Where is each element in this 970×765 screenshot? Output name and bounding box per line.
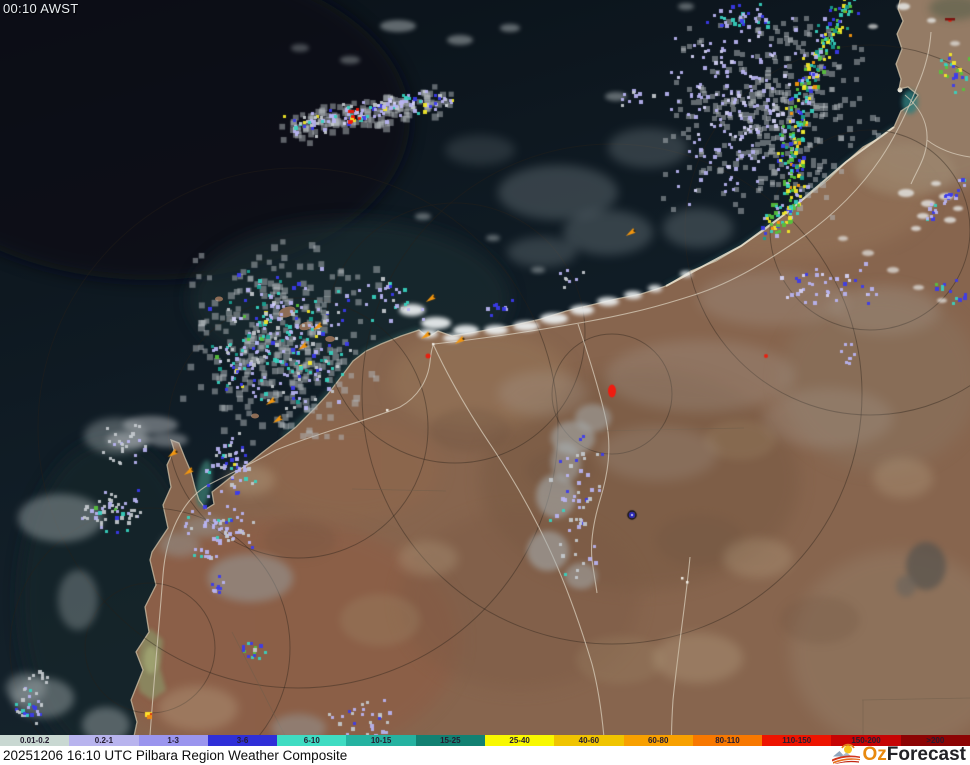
ozforecast-icon — [831, 743, 860, 764]
legend-segment: 1-3 — [138, 735, 208, 746]
map-caption: 20251206 16:10 UTC Pilbara Region Weathe… — [3, 748, 348, 763]
legend-segment: 6-10 — [277, 735, 347, 746]
legend-segment: 25-40 — [484, 735, 555, 746]
legend-segment: 60-80 — [623, 735, 693, 746]
satellite-map: 00:10 AWST — [0, 0, 970, 735]
brand-oz: Oz — [862, 744, 887, 765]
legend-segment: 15-25 — [415, 735, 485, 746]
legend-segment: 110-150 — [762, 735, 832, 746]
legend-segment: 0.2-1 — [69, 735, 139, 746]
legend-segment-label: 60-80 — [647, 736, 669, 745]
legend-segment-label: 0.01-0.2 — [19, 736, 50, 745]
legend-segment-label: 1-3 — [167, 736, 179, 745]
legend-segment-label: 0.2-1 — [94, 736, 114, 745]
legend-segment: 80-110 — [692, 735, 763, 746]
legend-segment: 3-6 — [207, 735, 278, 746]
legend-segment-label: 150-200 — [851, 736, 881, 745]
basemap-svg — [0, 0, 970, 735]
legend-segment-label: 80-110 — [715, 736, 740, 745]
legend-segment: 150-200 — [831, 735, 901, 746]
legend-segment: 40-60 — [554, 735, 624, 746]
footer-bar: 20251206 16:10 UTC Pilbara Region Weathe… — [0, 743, 970, 765]
legend-segment: 0.01-0.2 — [0, 735, 70, 746]
legend-segment: >200 — [900, 735, 970, 746]
timestamp-overlay: 00:10 AWST — [3, 1, 79, 16]
legend-segment-label: 15-25 — [440, 736, 461, 745]
legend-segment-label: 3-6 — [236, 736, 249, 745]
legend-segment-label: 25-40 — [509, 736, 530, 745]
legend-segment-label: 6-10 — [303, 736, 320, 745]
legend-segment-label: 40-60 — [578, 736, 600, 745]
legend-segment-label: 10-15 — [370, 736, 392, 745]
brand-forecast: Forecast — [886, 744, 966, 765]
legend-segment: 10-15 — [346, 735, 416, 746]
precip-legend: 0.01-0.2 0.2-1 1-3 3-6 6-10 10-15 15-25 25-40 40… — [0, 735, 970, 746]
legend-segment-label: 110-150 — [782, 736, 812, 745]
ozforecast-logo[interactable]: Oz Forecast — [831, 743, 966, 765]
legend-segment-label: >200 — [926, 736, 945, 745]
